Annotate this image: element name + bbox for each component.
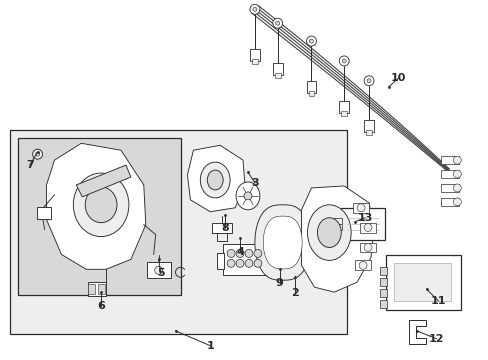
Bar	[306, 81, 316, 93]
Circle shape	[244, 260, 252, 267]
Text: 6: 6	[97, 301, 105, 311]
Polygon shape	[187, 145, 244, 212]
Circle shape	[309, 39, 313, 43]
Bar	[441, 184, 458, 192]
Bar	[441, 198, 458, 206]
Circle shape	[339, 56, 348, 66]
Bar	[223, 243, 266, 275]
Ellipse shape	[207, 170, 223, 190]
Circle shape	[364, 76, 373, 86]
Ellipse shape	[307, 205, 350, 260]
Circle shape	[358, 261, 366, 269]
Circle shape	[452, 156, 460, 164]
Bar	[352, 203, 368, 213]
Bar	[364, 121, 373, 132]
Text: 1: 1	[206, 341, 214, 351]
Bar	[441, 170, 458, 178]
Bar	[88, 282, 106, 296]
Text: 10: 10	[390, 73, 406, 83]
Bar	[251, 59, 257, 64]
Circle shape	[364, 243, 371, 251]
Circle shape	[154, 266, 163, 274]
Bar	[249, 49, 259, 61]
Bar	[366, 130, 371, 135]
Circle shape	[452, 184, 460, 192]
Bar	[341, 111, 346, 116]
Bar	[10, 130, 346, 334]
Bar	[379, 300, 386, 308]
Circle shape	[252, 7, 256, 11]
Circle shape	[236, 249, 244, 257]
Polygon shape	[301, 186, 373, 292]
Ellipse shape	[200, 162, 230, 198]
Circle shape	[36, 152, 40, 156]
Bar	[379, 267, 386, 275]
Bar	[37, 207, 50, 219]
Circle shape	[33, 149, 42, 159]
Bar	[217, 253, 224, 269]
Polygon shape	[46, 143, 145, 269]
Circle shape	[244, 192, 251, 200]
Ellipse shape	[73, 173, 129, 237]
Bar	[339, 100, 348, 113]
Bar	[385, 255, 460, 310]
Bar	[341, 208, 384, 239]
Circle shape	[364, 224, 371, 231]
Polygon shape	[76, 165, 131, 197]
Circle shape	[275, 21, 279, 25]
Text: 12: 12	[428, 334, 444, 344]
Text: 9: 9	[275, 278, 283, 288]
Circle shape	[253, 249, 262, 257]
Bar	[308, 91, 314, 96]
Ellipse shape	[236, 182, 259, 210]
Text: 11: 11	[430, 296, 446, 306]
Circle shape	[253, 260, 262, 267]
Bar	[359, 223, 375, 233]
Bar	[379, 278, 386, 286]
Circle shape	[356, 204, 365, 212]
Ellipse shape	[85, 187, 117, 223]
Bar	[272, 63, 282, 75]
Text: 7: 7	[26, 160, 34, 170]
Bar	[146, 262, 170, 278]
Text: 3: 3	[251, 178, 258, 188]
Bar	[333, 218, 342, 230]
Circle shape	[236, 260, 244, 267]
Circle shape	[244, 249, 252, 257]
Circle shape	[226, 249, 235, 257]
Bar	[354, 260, 370, 270]
Bar	[274, 73, 280, 78]
Circle shape	[272, 18, 282, 28]
Bar	[265, 253, 272, 269]
Circle shape	[452, 170, 460, 178]
Bar	[441, 156, 458, 164]
Bar	[88, 284, 95, 294]
Text: 2: 2	[290, 288, 298, 298]
Ellipse shape	[317, 218, 341, 247]
Bar	[379, 289, 386, 297]
Bar	[18, 138, 181, 295]
Text: 8: 8	[221, 222, 228, 233]
Circle shape	[226, 260, 235, 267]
Text: 5: 5	[157, 268, 164, 278]
Text: 13: 13	[357, 213, 372, 223]
Polygon shape	[263, 216, 302, 269]
Polygon shape	[408, 320, 425, 344]
Bar	[393, 264, 450, 301]
Text: 4: 4	[236, 247, 244, 257]
Bar	[98, 284, 105, 294]
Polygon shape	[254, 205, 310, 280]
Bar	[212, 223, 232, 233]
Bar	[217, 233, 226, 240]
Circle shape	[249, 4, 259, 14]
Circle shape	[342, 59, 346, 63]
Circle shape	[306, 36, 316, 46]
Bar	[359, 243, 375, 252]
Circle shape	[452, 198, 460, 206]
Circle shape	[366, 79, 370, 83]
